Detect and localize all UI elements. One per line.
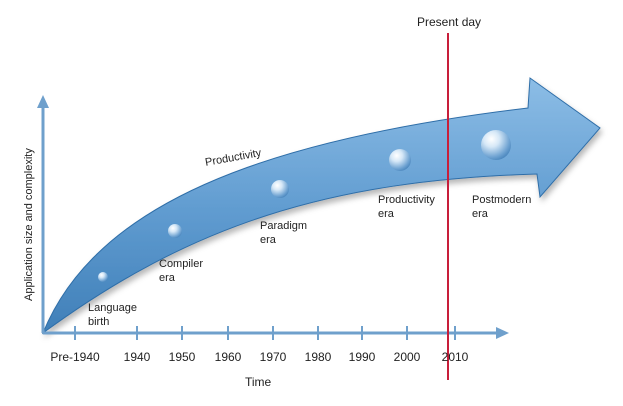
x-tick-label: 1980 <box>304 350 332 364</box>
x-tick-label: 2000 <box>393 350 421 364</box>
x-axis-arrowhead <box>496 327 509 339</box>
era-label-compiler: Compiler era <box>159 257 203 285</box>
era-label-line: birth <box>88 316 110 328</box>
era-label-productivity: Productivity era <box>378 193 435 221</box>
y-axis-label: Application size and complexity <box>23 148 35 301</box>
bubble-compiler-era <box>168 224 182 238</box>
era-label-line: era <box>159 272 175 284</box>
era-label-postmodern: Postmodern era <box>472 193 531 221</box>
era-label-line: Postmodern <box>472 194 532 206</box>
x-tick-label: 1950 <box>168 350 196 364</box>
era-label-line: era <box>260 234 276 246</box>
present-day-label: Present day <box>417 15 482 29</box>
x-tick-label: Pre-1940 <box>50 350 100 364</box>
x-tick-label: 1940 <box>123 350 151 364</box>
x-tick-label: 1990 <box>348 350 376 364</box>
era-label-line: era <box>472 208 488 220</box>
bubble-productivity-era <box>389 149 411 171</box>
bubble-language-birth <box>98 272 108 282</box>
x-axis-ticks <box>74 326 456 340</box>
era-label-paradigm: Paradigm era <box>260 219 307 247</box>
productivity-arrow <box>41 77 601 335</box>
era-label-line: Paradigm <box>260 220 308 232</box>
x-tick-label: 2010 <box>441 350 469 364</box>
era-label-line: era <box>378 208 394 220</box>
bubble-postmodern-era <box>481 130 511 160</box>
x-axis-label: Time <box>245 375 272 389</box>
x-tick-label: 1960 <box>214 350 242 364</box>
era-label-line: Productivity <box>378 194 435 206</box>
bubble-paradigm-era <box>271 180 289 198</box>
era-label-line: Compiler <box>159 258 204 270</box>
x-tick-label: 1970 <box>259 350 287 364</box>
era-label-line: Language <box>88 302 137 314</box>
era-label-language-birth: Language birth <box>88 301 137 329</box>
y-axis-arrowhead <box>37 95 49 108</box>
